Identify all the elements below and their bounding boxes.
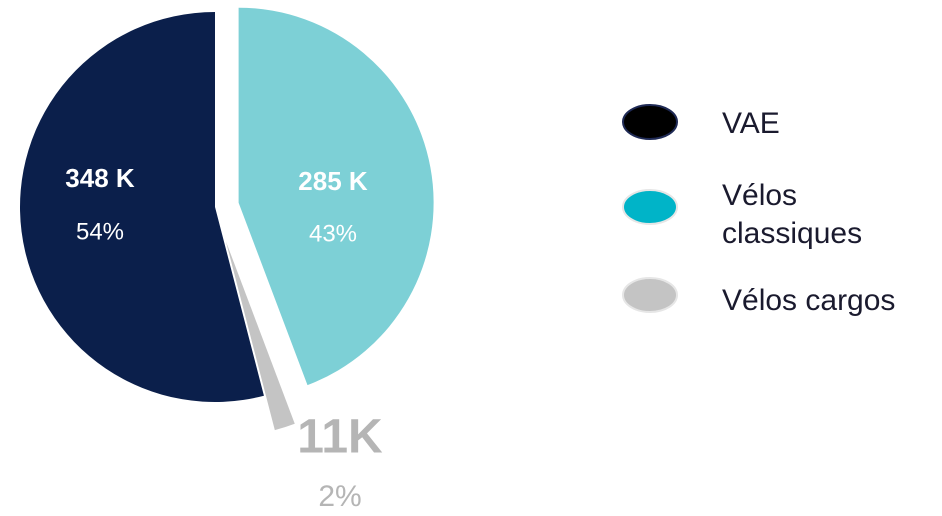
legend-swatch xyxy=(622,277,678,313)
legend-swatch xyxy=(622,104,678,140)
pie-slice xyxy=(225,241,295,431)
share-label: 2% xyxy=(318,480,361,513)
legend-label: Vélos cargos xyxy=(722,284,896,317)
legend-swatch xyxy=(622,189,678,225)
pie-slice xyxy=(238,7,434,386)
share-label: 43% xyxy=(309,220,357,247)
legend-label: VAE xyxy=(722,107,780,140)
pie-slice xyxy=(20,12,264,402)
value-label: 285 K xyxy=(298,166,368,196)
value-label: 11K xyxy=(297,411,383,464)
legend-label: Vélos classiques xyxy=(722,179,863,250)
share-label: 54% xyxy=(76,218,124,245)
value-label: 348 K xyxy=(65,163,135,193)
